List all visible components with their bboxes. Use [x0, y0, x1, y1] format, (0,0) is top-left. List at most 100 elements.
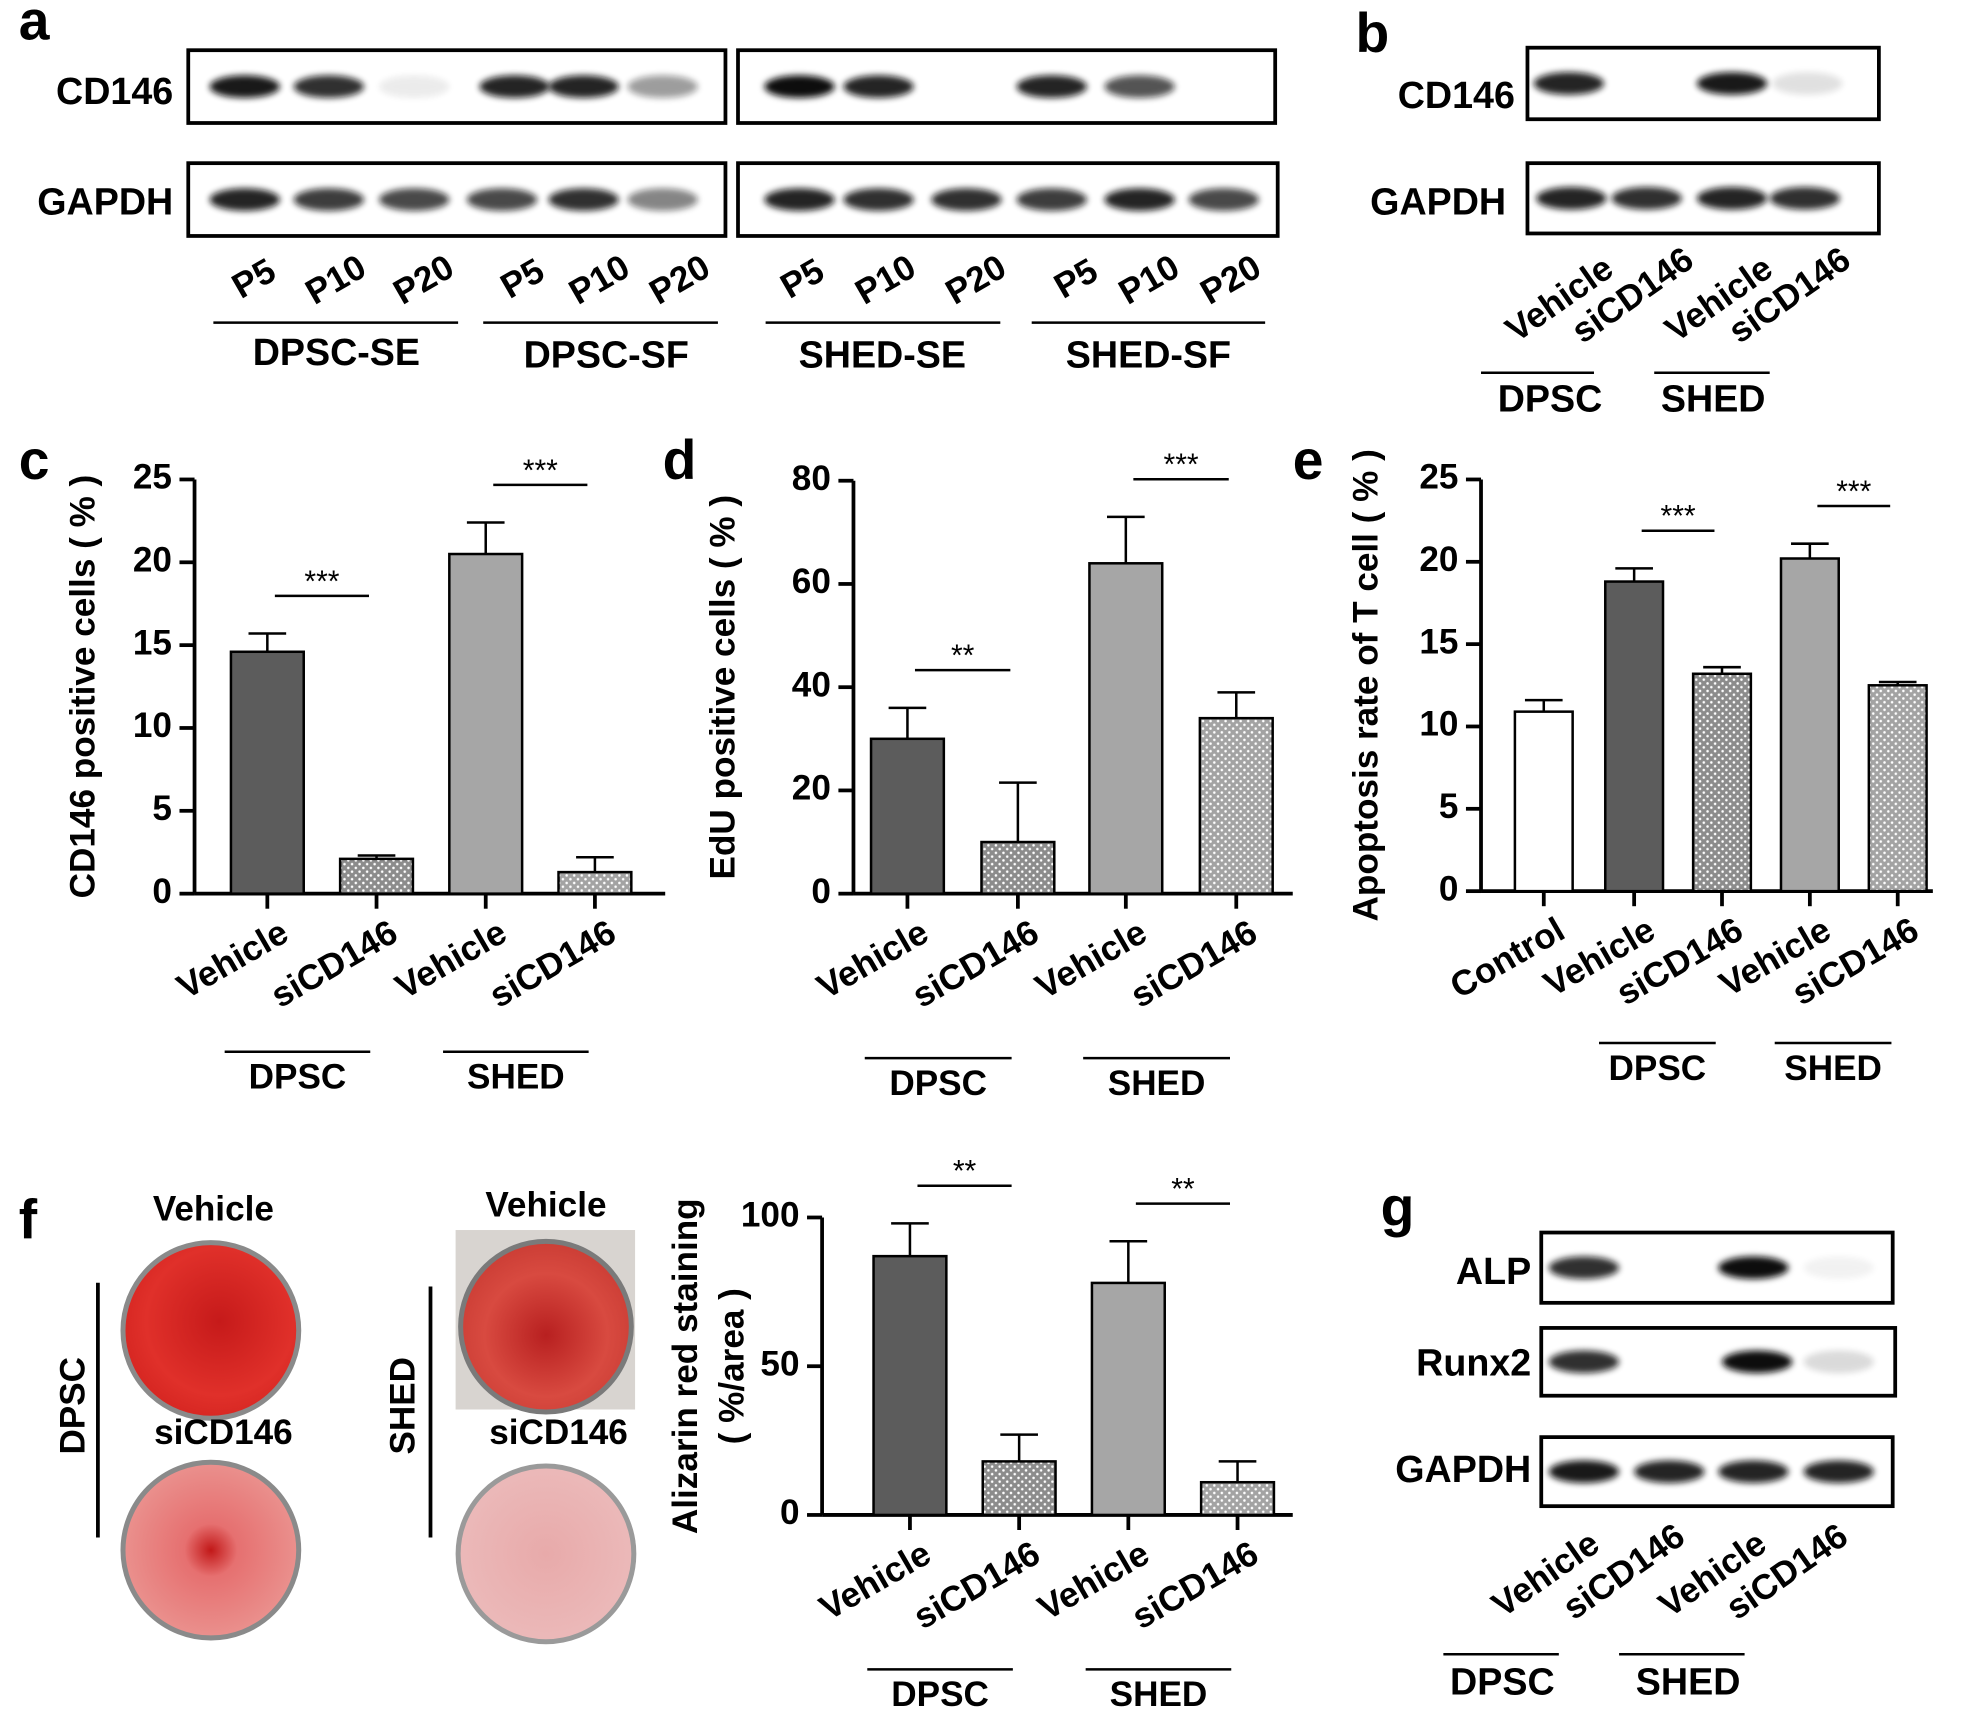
- y-axis-label: EdU positive cells ( % ): [704, 495, 743, 880]
- blot-band: [293, 188, 364, 211]
- blot-band: [466, 188, 538, 211]
- significance-label: **: [951, 640, 975, 673]
- y-tick-label: 15: [1419, 622, 1458, 661]
- blot-band: [627, 75, 698, 98]
- bar-texture: [982, 843, 1054, 893]
- blot-band: [1769, 187, 1840, 210]
- y-axis-label: Apoptosis rate of T cell ( % ): [1346, 449, 1385, 921]
- error-bar: [1524, 698, 1563, 712]
- blot-band: [627, 188, 698, 211]
- lane-label: P10: [299, 247, 373, 312]
- significance-label: ***: [1836, 475, 1871, 508]
- error-bar: [888, 706, 927, 739]
- bar: [1604, 580, 1665, 893]
- bar: [872, 1254, 948, 1517]
- lane-label: P10: [563, 247, 637, 312]
- group-label: SHED: [1108, 1064, 1206, 1103]
- blot-band: [1548, 1460, 1620, 1483]
- group-label: DPSC: [891, 1675, 989, 1712]
- blot-band: [1718, 1256, 1789, 1279]
- significance-label: ***: [523, 454, 558, 487]
- condition-label: Vehicle: [153, 1189, 274, 1228]
- group-label: SHED: [1636, 1660, 1741, 1702]
- blot-band: [379, 75, 450, 98]
- blot-band: [209, 188, 280, 211]
- y-tick-label: 80: [792, 459, 831, 498]
- significance-label: ***: [1163, 449, 1198, 482]
- x-tick-label: siCD146: [1125, 1534, 1265, 1637]
- error-bar: [1878, 680, 1917, 686]
- blot-band: [1611, 187, 1682, 210]
- dish: [458, 1238, 634, 1415]
- panel-label: e: [1293, 429, 1324, 491]
- lane-label: P20: [387, 247, 461, 312]
- error-bar: [1217, 691, 1256, 719]
- group-label: DPSC: [1609, 1049, 1707, 1088]
- x-tick-label: siCD146: [906, 912, 1046, 1015]
- bar: [1088, 562, 1164, 895]
- dish: [455, 1463, 637, 1645]
- condition-label: Vehicle: [485, 1186, 606, 1225]
- bar: [1090, 1281, 1166, 1517]
- dish: [120, 1459, 302, 1641]
- y-tick-label: 5: [1439, 787, 1459, 826]
- blot-band: [1718, 1460, 1789, 1483]
- group-label: SHED: [1784, 1049, 1882, 1088]
- blot-band: [293, 75, 364, 98]
- y-tick-label: 20: [1419, 540, 1458, 579]
- panel-label: f: [19, 1188, 38, 1250]
- error-bar: [1703, 665, 1741, 674]
- staining-dishes: Vehicle siCD146 Vehicle siCD146 DPSC SHE…: [54, 1186, 637, 1645]
- bar-texture: [1694, 675, 1750, 890]
- significance-label: ***: [304, 565, 339, 598]
- blot-band: [1696, 72, 1768, 95]
- blot-band: [843, 75, 914, 98]
- blot-band: [843, 188, 914, 211]
- row-label: CD146: [56, 70, 173, 112]
- blot-band: [1016, 188, 1087, 211]
- group-label: DPSC-SE: [253, 331, 420, 373]
- blot-band: [379, 188, 450, 211]
- bar-texture: [341, 860, 412, 893]
- lane-label: P10: [1112, 247, 1186, 312]
- blot-band: [764, 188, 835, 211]
- y-tick-label: 25: [133, 458, 172, 497]
- x-tick-label: siCD146: [483, 912, 623, 1015]
- row-label: CD146: [1398, 74, 1515, 116]
- x-tick-label: siCD146: [907, 1534, 1047, 1637]
- blot-band: [764, 75, 835, 98]
- group-label: SHED: [384, 1357, 423, 1455]
- lane-label: P5: [774, 251, 831, 306]
- error-bar: [248, 632, 287, 652]
- lane-label: P5: [226, 251, 283, 306]
- y-tick-label: 0: [152, 872, 172, 911]
- blot-band: [1548, 1256, 1620, 1279]
- group-label: DPSC: [249, 1058, 347, 1097]
- y-axis-label: ( %/area ): [713, 1288, 752, 1444]
- bar: [448, 552, 524, 895]
- error-bar: [466, 521, 505, 555]
- bar-texture: [984, 1462, 1055, 1514]
- dish: [120, 1240, 302, 1421]
- row-label: ALP: [1456, 1250, 1531, 1292]
- lane-label: P20: [643, 247, 717, 312]
- y-tick-label: 20: [133, 541, 172, 580]
- y-tick-label: 40: [792, 665, 831, 704]
- significance-label: ***: [1660, 500, 1695, 533]
- blot-band: [1803, 1256, 1874, 1279]
- blot-band: [1533, 72, 1605, 95]
- error-bar: [357, 854, 396, 859]
- blot-band: [548, 75, 619, 98]
- bar-texture: [1202, 1483, 1273, 1514]
- y-tick-label: 50: [760, 1344, 799, 1383]
- panel-label: d: [663, 429, 697, 491]
- blot-band: [209, 75, 280, 98]
- lane-label: P20: [939, 247, 1013, 312]
- blot-band: [1803, 1350, 1874, 1374]
- significance-label: **: [953, 1155, 977, 1188]
- group-label: DPSC-SF: [524, 334, 689, 376]
- blot-band: [548, 188, 619, 211]
- condition-label: siCD146: [489, 1413, 628, 1452]
- blot-box: [736, 48, 1278, 125]
